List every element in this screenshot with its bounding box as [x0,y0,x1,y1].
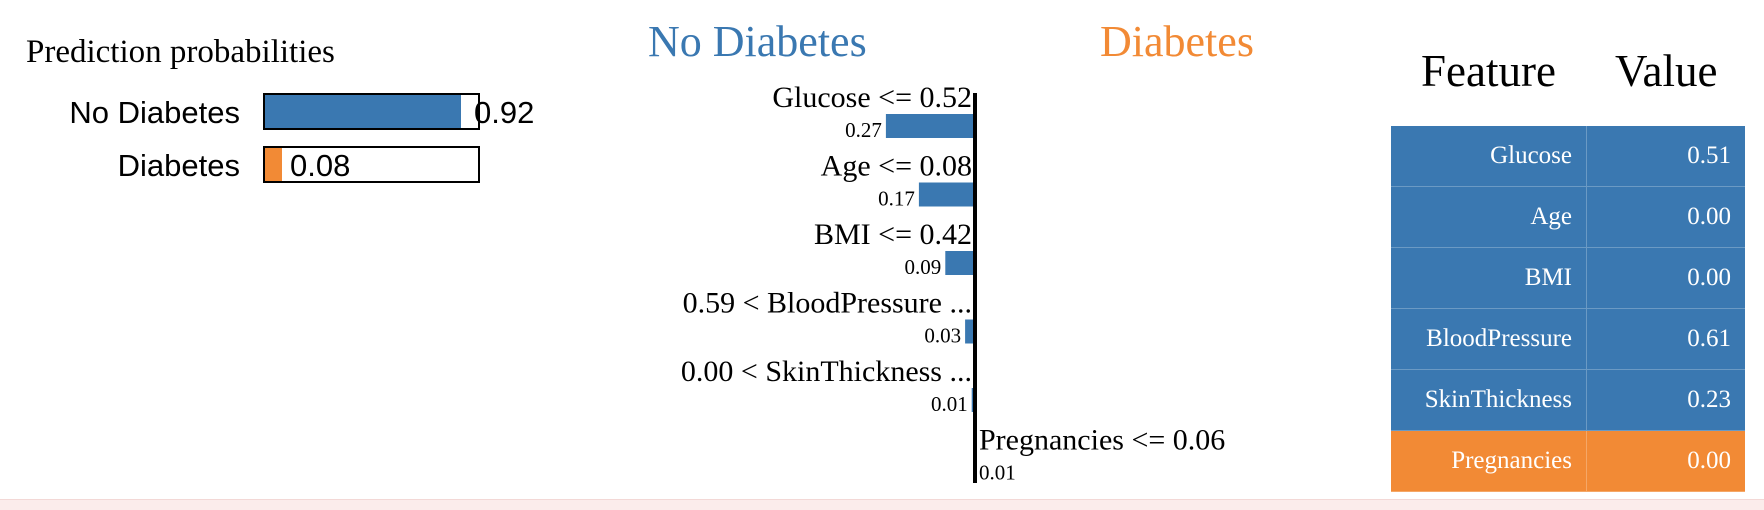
contribution-value-label: 0.03 [924,324,961,348]
contribution-value-label: 0.27 [845,118,882,142]
contribution-feature-label: 0.59 < BloodPressure ... [683,287,972,320]
contribution-feature-label: 0.00 < SkinThickness ... [681,355,972,388]
contribution-value-label: 0.01 [931,392,968,416]
contribution-value-label: 0.17 [878,187,915,211]
contribution-feature-label: BMI <= 0.42 [814,218,972,251]
contribution-feature-label: Age <= 0.08 [821,150,972,183]
table-cell-value: 0.00 [1687,447,1731,474]
proba-bar-no-diabetes [263,93,480,130]
table-cell-value: 0.61 [1687,325,1731,352]
bottom-strip [0,499,1764,510]
contribution-bar [918,182,975,207]
contribution-bar [945,251,975,275]
table-row: Pregnancies 0.00 [1391,431,1745,492]
proba-label-diabetes: Diabetes [117,148,240,183]
table-cell-feature: Age [1391,187,1587,247]
table-cell-feature: BloodPressure [1391,309,1587,369]
table-row: BloodPressure 0.61 [1391,309,1745,370]
table-cell-value: 0.51 [1687,142,1731,169]
contribution-feature-label: Glucose <= 0.52 [772,81,972,114]
proba-fill-no-diabetes [265,95,461,128]
contribution-bar [965,319,975,344]
contribution-value-label: 0.01 [979,461,1016,485]
table-cell-feature: Pregnancies [1391,431,1587,491]
table-cell-feature: Glucose [1391,126,1587,186]
proba-label-no-diabetes: No Diabetes [69,95,240,130]
table-row: BMI 0.00 [1391,248,1745,309]
prediction-probabilities-title: Prediction probabilities [26,34,335,70]
contribution-feature-label: Pregnancies <= 0.06 [979,424,1225,457]
contribution-bar [885,114,975,138]
table-cell-value: 0.23 [1687,386,1731,413]
proba-fill-diabetes [265,148,282,181]
table-row: Age 0.00 [1391,187,1745,248]
table-cell-value: 0.00 [1687,264,1731,291]
table-row: Glucose 0.51 [1391,126,1745,187]
table-cell-feature: BMI [1391,248,1587,308]
proba-value-diabetes: 0.08 [290,148,351,183]
table-row: SkinThickness 0.23 [1391,370,1745,431]
table-header-value: Value [1615,46,1718,96]
contribution-value-label: 0.09 [905,255,942,279]
negative-class-heading: No Diabetes [648,17,867,66]
table-cell-feature: SkinThickness [1391,370,1587,430]
feature-value-table: Glucose 0.51 Age 0.00 BMI 0.00 BloodPressure 0.… [1391,126,1745,492]
proba-value-no-diabetes: 0.92 [474,95,535,130]
table-cell-value: 0.00 [1687,203,1731,230]
positive-class-heading: Diabetes [1100,17,1254,66]
proba-bar-diabetes [263,146,480,183]
table-header-feature: Feature [1421,46,1556,96]
